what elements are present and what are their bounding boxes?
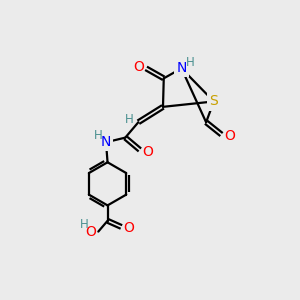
Text: O: O	[224, 129, 235, 143]
Text: N: N	[101, 135, 111, 149]
Text: S: S	[209, 94, 218, 108]
Text: H: H	[186, 56, 195, 69]
Text: O: O	[142, 145, 153, 158]
Text: O: O	[85, 225, 96, 239]
Text: H: H	[80, 218, 89, 231]
Text: H: H	[125, 113, 134, 126]
Text: N: N	[176, 61, 187, 75]
Text: H: H	[94, 129, 103, 142]
Text: O: O	[124, 221, 134, 235]
Text: O: O	[133, 60, 144, 74]
